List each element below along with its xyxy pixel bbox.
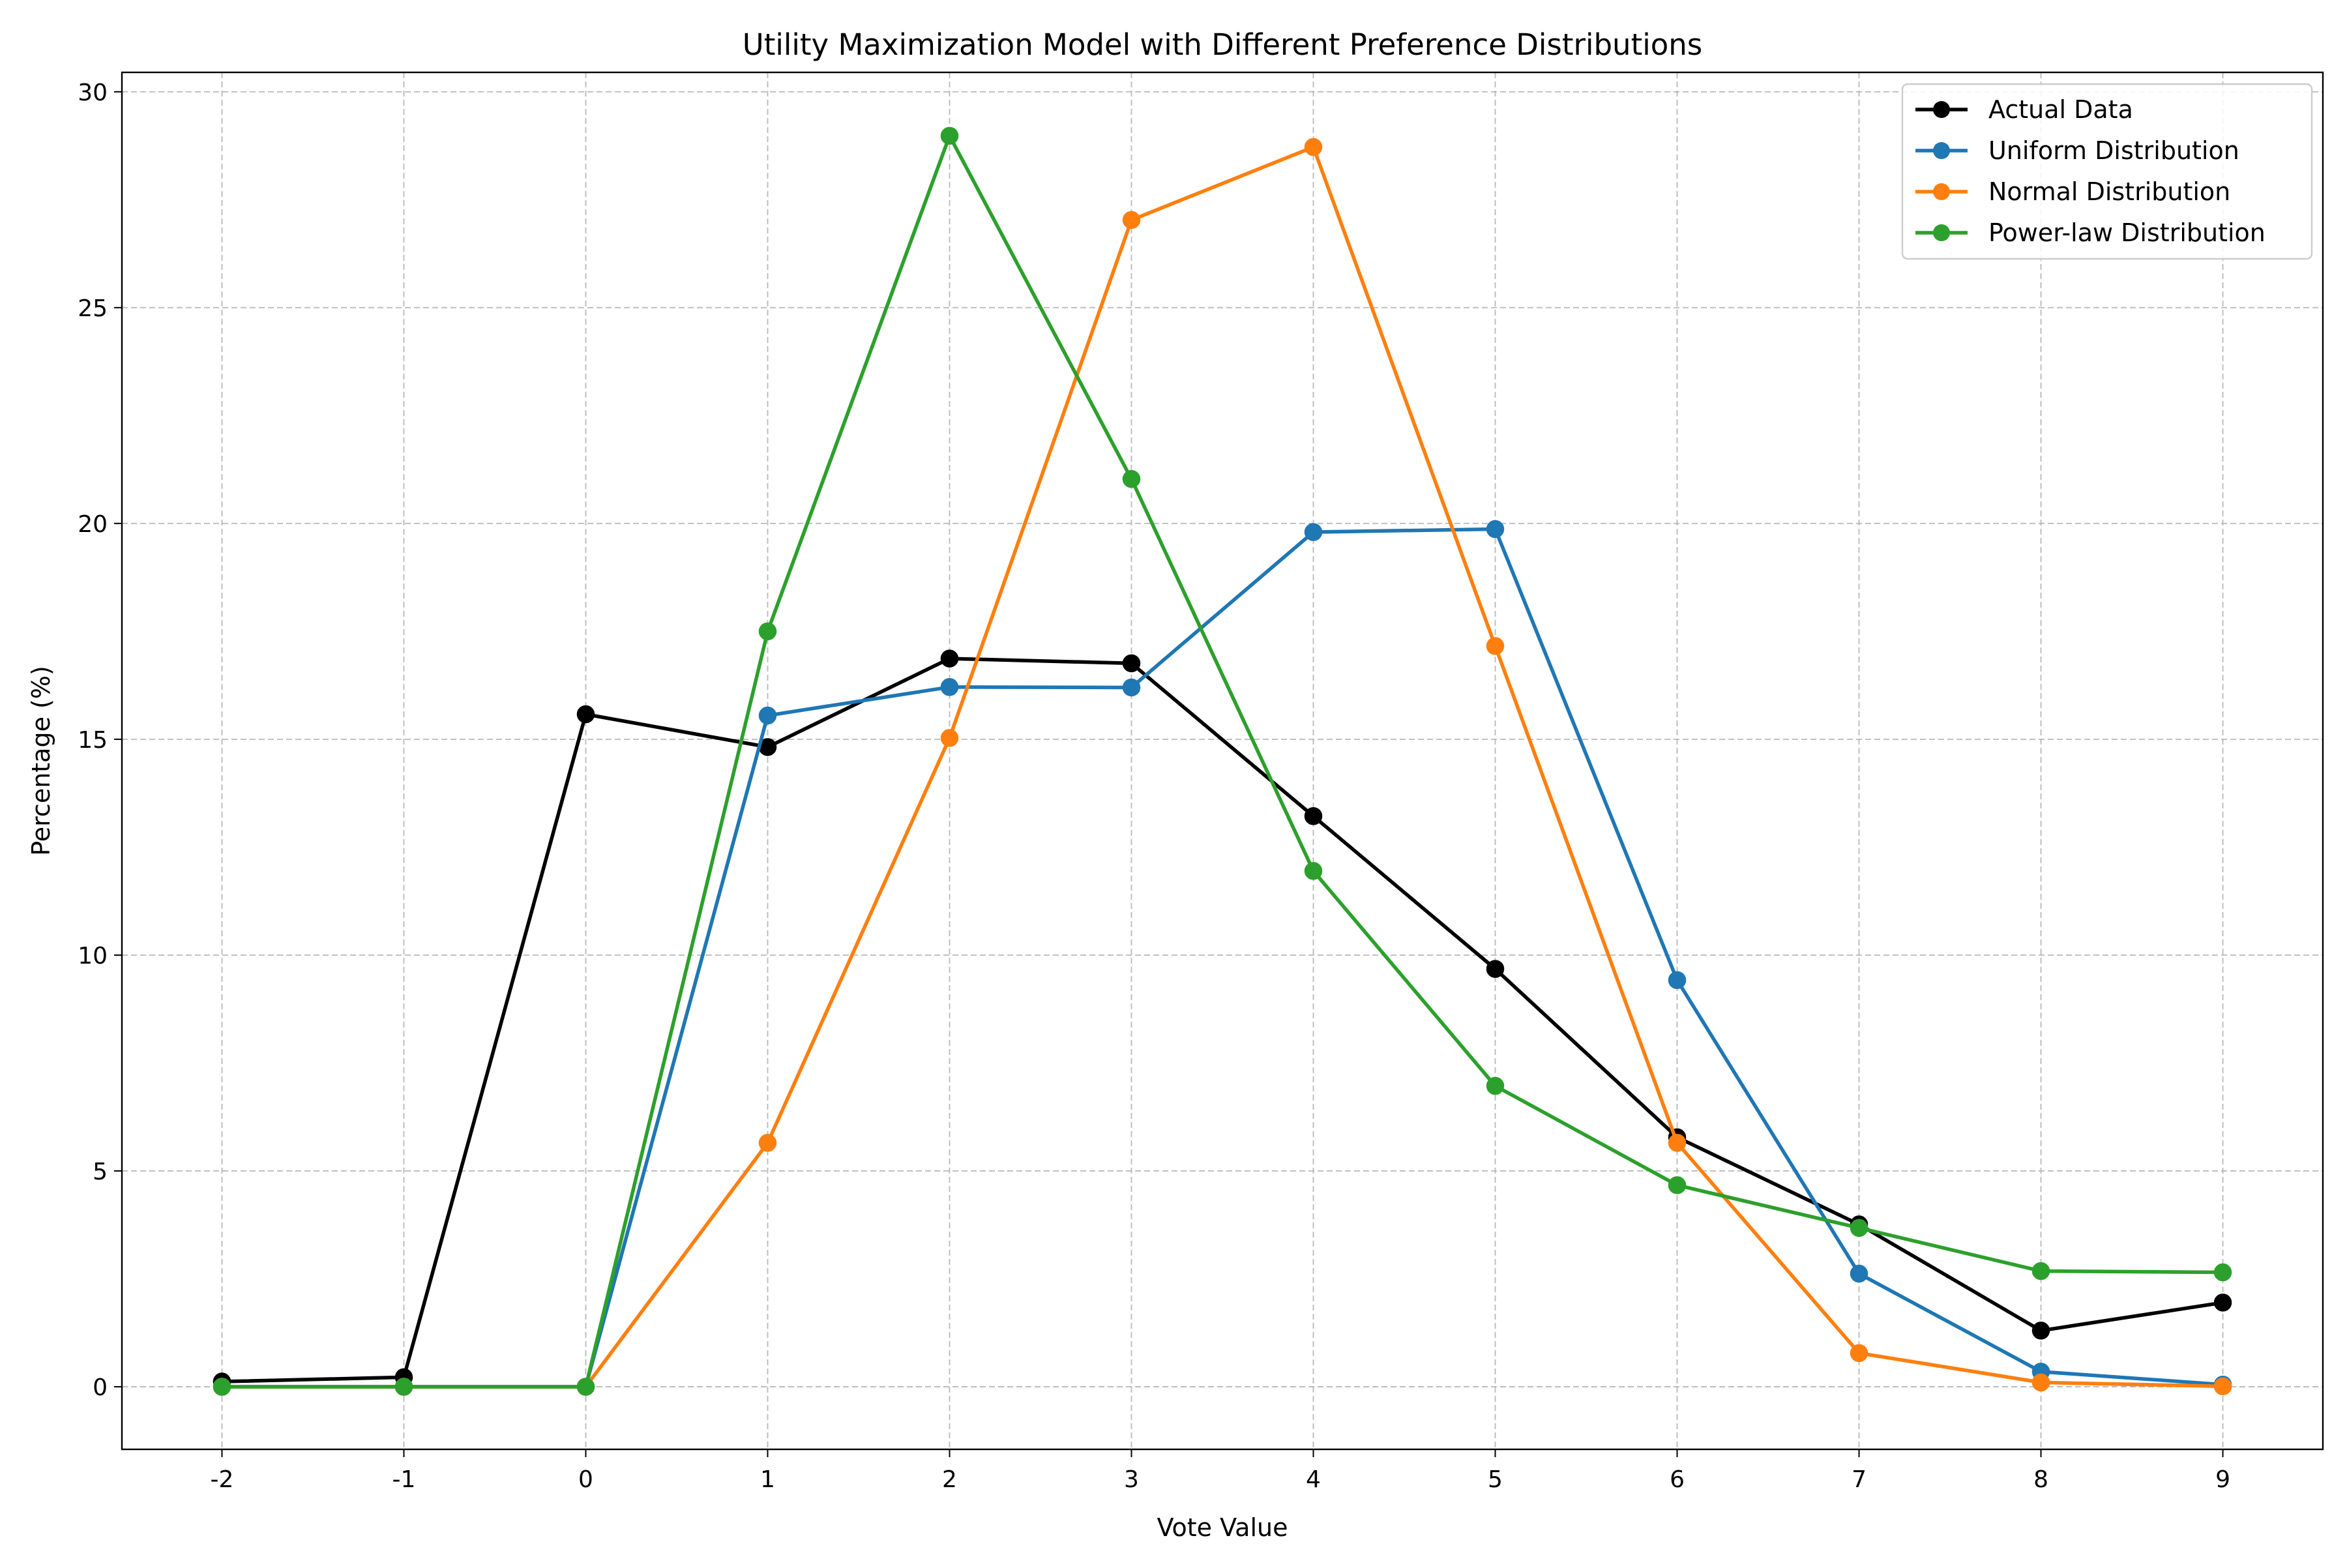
y-tick-label: 10 — [78, 943, 108, 969]
legend-marker — [1933, 101, 1950, 118]
data-point — [2213, 1294, 2232, 1312]
data-point — [1668, 1134, 1687, 1152]
legend-label: Uniform Distribution — [1988, 136, 2239, 165]
data-point — [2031, 1373, 2050, 1392]
data-point — [2213, 1263, 2232, 1282]
legend-label: Normal Distribution — [1988, 177, 2230, 206]
data-point — [758, 1134, 777, 1152]
x-tick-label: -2 — [211, 1466, 234, 1493]
data-point — [394, 1378, 413, 1396]
x-tick-label: -1 — [392, 1466, 416, 1493]
axes — [121, 71, 2324, 1451]
series-power-law-distribution — [213, 126, 2232, 1396]
data-point — [1668, 971, 1687, 990]
chart-title: Utility Maximization Model with Differen… — [743, 27, 1702, 62]
data-point — [1304, 138, 1323, 156]
x-tick-label: 7 — [1852, 1466, 1867, 1493]
data-point — [758, 622, 777, 641]
x-tick-label: 1 — [760, 1466, 775, 1493]
data-point — [213, 1378, 231, 1396]
x-tick-label: 3 — [1124, 1466, 1139, 1493]
data-point — [1122, 678, 1141, 697]
data-point — [1122, 654, 1141, 673]
data-point — [1850, 1219, 1868, 1237]
y-tick-label: 30 — [78, 80, 108, 106]
y-tick-label: 5 — [93, 1159, 108, 1185]
legend-marker — [1933, 183, 1950, 200]
legend-label: Actual Data — [1988, 95, 2133, 124]
data-point — [940, 678, 959, 696]
series-line — [220, 134, 2225, 1389]
x-axis-label: Vote Value — [1157, 1513, 1288, 1542]
data-point — [1850, 1264, 1868, 1283]
data-point — [2213, 1377, 2232, 1396]
data-point — [1850, 1344, 1868, 1363]
legend-marker — [1933, 142, 1950, 159]
x-tick-label: 8 — [2033, 1466, 2048, 1493]
y-axis-ticks: 0 5 10 15 20 25 30 — [78, 80, 122, 1401]
data-point — [758, 706, 777, 725]
data-point — [576, 1378, 595, 1396]
data-point — [1122, 211, 1141, 229]
y-tick-label: 20 — [78, 511, 108, 538]
x-tick-label: 5 — [1488, 1466, 1503, 1493]
data-point — [940, 126, 959, 145]
data-point — [2031, 1322, 2050, 1340]
data-point — [1486, 637, 1505, 655]
data-point — [940, 729, 959, 747]
y-axis-label: Percentage (%) — [27, 666, 55, 856]
x-tick-label: 4 — [1306, 1466, 1321, 1493]
legend-box — [1901, 83, 2313, 260]
legend-label: Power-law Distribution — [1988, 218, 2266, 247]
data-point — [1304, 523, 1323, 541]
data-point — [576, 705, 595, 724]
y-tick-label: 15 — [78, 727, 108, 754]
data-point — [1486, 960, 1505, 978]
data-point — [940, 649, 959, 668]
y-tick-label: 0 — [93, 1374, 108, 1401]
legend: Actual Data Uniform Distribution Normal Di… — [1901, 83, 2313, 260]
data-point — [2031, 1262, 2050, 1280]
data-point — [1122, 469, 1141, 488]
data-point — [1304, 806, 1323, 825]
data-point — [1486, 520, 1505, 539]
plot-frame — [121, 71, 2324, 1451]
legend-marker — [1933, 224, 1950, 241]
data-point — [1304, 862, 1323, 880]
y-tick-label: 25 — [78, 295, 108, 322]
x-tick-label: 2 — [942, 1466, 957, 1493]
x-axis-ticks: -2 -1 0 1 2 3 4 5 6 7 8 9 — [211, 1449, 2230, 1493]
series-line — [220, 657, 2225, 1383]
x-tick-label: 9 — [2215, 1466, 2230, 1493]
x-tick-label: 0 — [578, 1466, 593, 1493]
data-point — [1668, 1176, 1687, 1194]
data-point — [1486, 1076, 1505, 1095]
series — [213, 126, 2232, 1396]
x-tick-label: 6 — [1670, 1466, 1685, 1493]
